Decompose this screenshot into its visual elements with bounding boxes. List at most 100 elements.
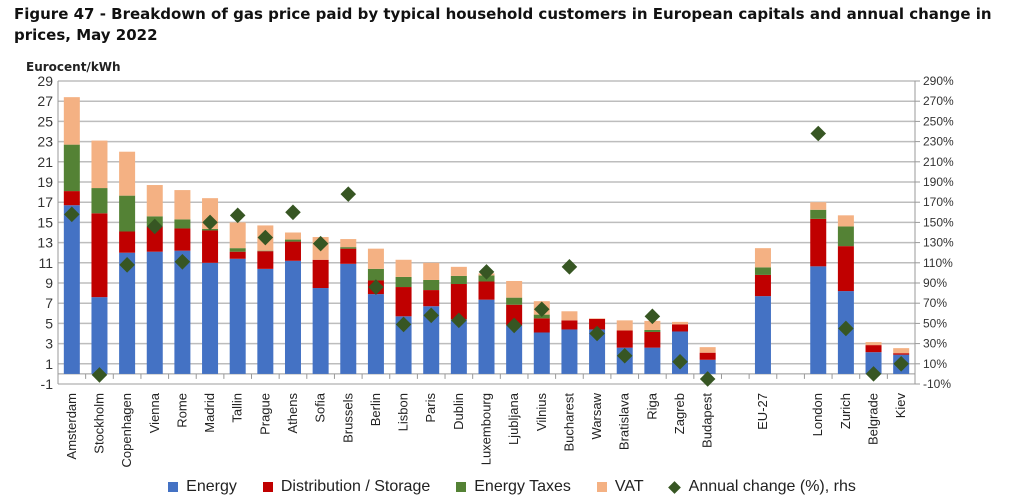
bar-distribution <box>229 251 246 259</box>
x-tick-label: Bucharest <box>561 393 576 452</box>
y-tick-label: 5 <box>45 315 53 331</box>
bar-energy <box>589 329 606 374</box>
bar-taxes <box>257 250 274 252</box>
legend-item-distribution: Distribution / Storage <box>262 478 431 496</box>
bar-distribution <box>561 320 578 330</box>
bar-taxes <box>644 329 661 332</box>
bar-taxes <box>367 268 384 281</box>
bar-distribution <box>119 231 136 253</box>
y-tick-label: -1 <box>41 376 54 392</box>
y2-tick-label: 210% <box>923 155 954 169</box>
y-axis-label: Eurocent/kWh <box>26 60 121 74</box>
legend-label: Energy <box>186 478 237 495</box>
y2-tick-label: 270% <box>923 94 954 108</box>
y-tick-label: 29 <box>37 73 53 89</box>
x-tick-label: Copenhagen <box>119 393 134 467</box>
bar-energy <box>367 294 384 374</box>
bar-distribution <box>589 318 606 330</box>
y-tick-label: 11 <box>38 255 53 271</box>
legend-label: Distribution / Storage <box>280 478 431 495</box>
x-tick-label: Zagreb <box>672 393 687 434</box>
y-tick-label: 3 <box>45 336 53 352</box>
bar-vat <box>672 321 689 325</box>
bar-distribution <box>533 318 550 333</box>
bar-distribution <box>257 251 274 269</box>
legend: Energy Distribution / Storage Energy Tax… <box>0 478 1024 496</box>
bar-distribution <box>312 259 329 289</box>
bar-energy <box>202 262 219 374</box>
bar-taxes <box>837 226 854 247</box>
bar-distribution <box>754 274 771 297</box>
legend-item-annual: Annual change (%), rhs <box>667 478 856 496</box>
bar-vat <box>810 202 827 210</box>
bar-energy <box>91 297 108 374</box>
y-tick-label: 21 <box>37 154 53 170</box>
bar-vat <box>561 311 578 321</box>
annual-change-marker <box>810 125 827 142</box>
legend-item-vat: VAT <box>596 478 644 496</box>
bar-distribution <box>644 331 661 348</box>
chart-title: Figure 47 - Breakdown of gas price paid … <box>14 5 992 44</box>
annual-change-marker <box>506 317 522 334</box>
legend-item-taxes: Energy Taxes <box>456 478 571 496</box>
bar-distribution <box>423 290 440 307</box>
bar-vat <box>340 239 357 248</box>
annual-change-marker <box>312 235 329 252</box>
legend-item-energy: Energy <box>168 478 237 496</box>
bar-distribution <box>63 191 80 206</box>
bar-distribution <box>174 228 191 251</box>
bar-vat <box>367 248 384 269</box>
bar-vat <box>119 151 136 196</box>
bar-vat <box>699 347 716 353</box>
y-tick-label: 9 <box>45 275 53 291</box>
bar-energy <box>146 251 163 374</box>
bar-vat <box>174 190 191 220</box>
bar-distribution <box>810 218 827 267</box>
bar-distribution <box>91 213 108 298</box>
bar-distribution <box>340 248 357 264</box>
bar-taxes <box>506 297 523 305</box>
y2-tick-label: 150% <box>923 215 954 229</box>
bar-energy <box>284 260 301 374</box>
bar-energy <box>119 252 136 374</box>
x-tick-label: Rome <box>174 393 189 428</box>
bar-taxes <box>340 247 357 249</box>
bar-vat <box>616 320 633 331</box>
bar-vat <box>893 348 910 354</box>
legend-label: Energy Taxes <box>474 478 571 495</box>
y-tick-label: 17 <box>37 194 53 210</box>
legend-diamond-icon <box>667 480 681 494</box>
legend-label: Annual change (%), rhs <box>688 478 856 495</box>
bar-energy <box>257 268 274 374</box>
bar-vat <box>837 215 854 227</box>
y-tick-label: 13 <box>37 235 53 251</box>
y-tick-label: 19 <box>37 174 53 190</box>
bar-energy <box>478 299 495 374</box>
y2-tick-label: 10% <box>923 357 947 371</box>
bar-distribution <box>284 241 301 261</box>
bar-vat <box>754 248 771 268</box>
bar-energy <box>340 263 357 374</box>
annual-change-marker <box>285 204 301 221</box>
bar-distribution <box>616 330 633 348</box>
bar-taxes <box>63 144 80 192</box>
bar-energy <box>229 258 246 374</box>
y2-tick-label: 70% <box>923 296 947 310</box>
bar-energy <box>865 352 882 374</box>
annual-change-marker <box>257 229 274 246</box>
legend-swatch-taxes <box>456 482 467 492</box>
bar-energy <box>423 306 440 374</box>
annual-change-marker <box>202 214 218 231</box>
bar-vat <box>395 259 412 277</box>
bar-distribution <box>893 353 910 355</box>
bar-vat <box>589 318 606 319</box>
bar-distribution <box>202 230 219 263</box>
x-tick-label: Kiev <box>893 393 908 419</box>
bar-energy <box>312 288 329 374</box>
bar-taxes <box>395 276 412 288</box>
bar-energy <box>754 296 771 374</box>
legend-label: VAT <box>614 478 644 495</box>
y2-tick-label: 130% <box>923 236 954 250</box>
x-tick-label: Bratislava <box>617 392 632 450</box>
x-tick-label: Ljubljana <box>506 392 521 445</box>
